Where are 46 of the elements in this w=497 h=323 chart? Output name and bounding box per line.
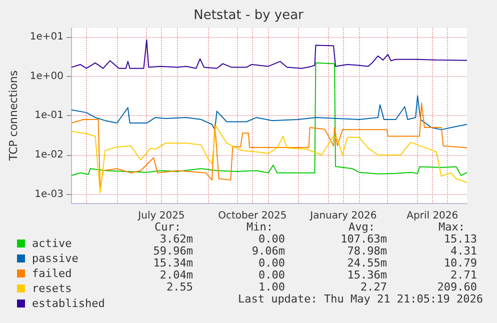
text: 15.13 [444,232,477,246]
text: 15.34m [153,256,194,270]
text: 78.98m [347,244,388,258]
text: 15.36m [347,268,388,282]
text: 3.62m [160,232,194,246]
y-tick-label: 1e+00 [30,70,64,82]
x-tick-label: April 2026 [406,210,458,222]
x-tick-label: October 2025 [218,210,287,222]
line-series [71,39,468,69]
text: 0.00 [258,232,285,246]
text: Max: [438,220,465,234]
text: 2.27 [360,280,387,294]
y-tick-label: 1e-03 [34,188,64,200]
x-tick-label: January 2026 [309,210,377,222]
legend-label: failed [32,267,72,280]
y-axis-title: TCP connections [7,70,20,162]
text: 0.00 [258,268,285,282]
text: 4.31 [450,244,477,258]
text: 2.71 [450,268,477,282]
chart-title: Netstat - by year [194,8,304,23]
text: 107.63m [340,232,388,246]
legend-label: passive [32,252,78,265]
text: 24.55m [347,256,388,270]
text: Last update: Thu May 21 21:05:19 2026 [238,292,483,306]
legend-label: established [32,297,105,310]
y-tick-label: 1e-02 [34,149,64,160]
text: 9.06m [252,244,286,258]
text: Min: [246,220,273,234]
line-series [71,125,468,194]
line-series [71,95,468,130]
line-series [71,102,468,190]
text: 1.00 [258,280,285,294]
line-series [71,62,468,176]
x-tick-label: July 2025 [137,210,185,222]
y-tick-label: 1e-01 [34,110,64,122]
y-tick-label: 1e+01 [30,32,64,43]
text: 2.55 [166,280,193,294]
text: 59.96m [153,244,194,258]
text: Cur: [154,220,181,234]
text: Avg: [348,220,375,234]
legend-label: resets [32,282,72,295]
text: 0.00 [258,256,285,270]
text: 209.60 [437,280,477,294]
text: 10.79 [444,256,477,270]
text: 2.04m [160,268,194,282]
legend-label: active [32,237,72,250]
